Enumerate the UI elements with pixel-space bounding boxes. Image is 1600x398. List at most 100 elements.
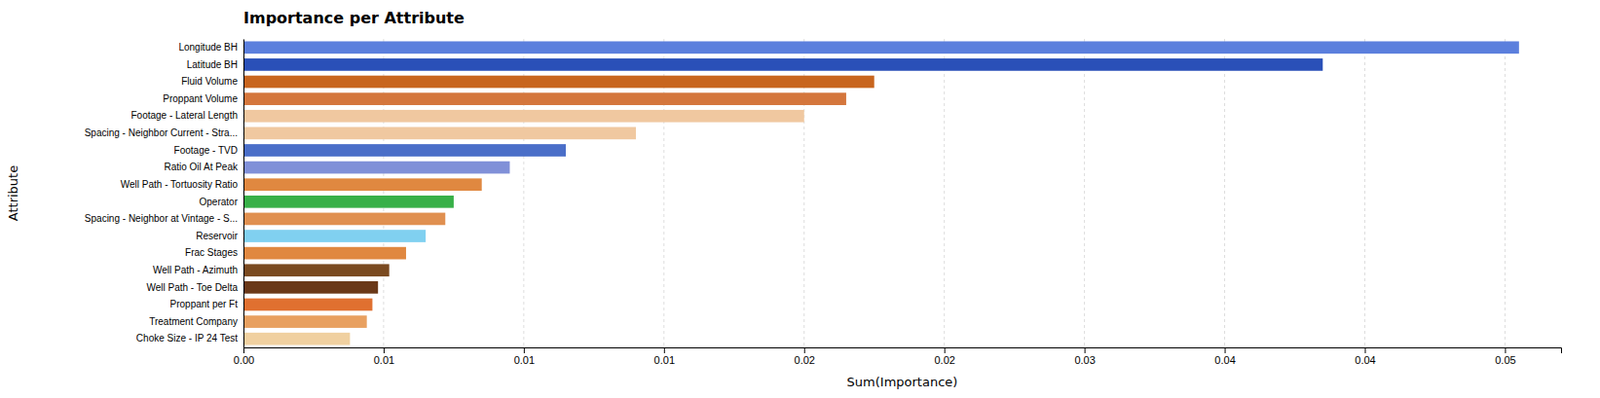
tick: Choke Size - IP 24 Test: [136, 333, 244, 344]
tick-mark: [383, 347, 385, 354]
bar: [243, 298, 373, 312]
bar: [243, 127, 636, 141]
tick-label: Spacing - Neighbor Current - Stra...: [84, 127, 238, 139]
tick-mark: [944, 347, 946, 354]
bar: [243, 144, 566, 157]
tick: 0.04: [1214, 347, 1235, 367]
tick-label: Ratio Oil At Peak: [163, 161, 239, 173]
tick: 0.02: [933, 347, 955, 367]
plot-area: 0.00 0.01 0.01 0.01 0.02 0.02 0.03 0.04 0.04 0.05…: [84, 38, 1563, 367]
tick-label: Reservoir: [195, 230, 238, 242]
tick: 0.05: [1494, 347, 1516, 367]
grid-line: [1224, 38, 1226, 348]
tick: Treatment Company: [148, 316, 244, 328]
tick-label: Well Path - Toe Delta: [146, 282, 238, 294]
tick-label: 0.04: [1354, 354, 1376, 367]
bar: [243, 110, 805, 123]
bar: [243, 58, 1323, 72]
tick: Frac Stages: [185, 247, 244, 259]
axis-line: [244, 348, 1563, 355]
tick-label: 0.00: [233, 354, 255, 367]
grid-line: [943, 38, 945, 348]
bar: [243, 281, 378, 295]
grid: [243, 38, 1505, 348]
x-axis: 0.00 0.01 0.01 0.01 0.02 0.02 0.03 0.04 0.04 0.05: [233, 347, 1563, 367]
tick-label: 0.02: [933, 354, 955, 367]
chart: 0.00 0.01 0.01 0.01 0.02 0.02 0.03 0.04 0.04 0.05…: [0, 0, 1600, 398]
tick-label: Operator: [199, 196, 239, 208]
tick-label: Treatment Company: [148, 316, 238, 328]
tick-label: 0.05: [1494, 354, 1516, 367]
tick: 0.04: [1354, 347, 1376, 367]
bar: [243, 263, 390, 277]
grid-line: [1504, 38, 1506, 348]
tick: Footage - Lateral Length: [130, 110, 244, 121]
tick: 0.01: [514, 347, 535, 367]
bar: [243, 247, 407, 261]
bar: [243, 178, 483, 191]
tick: Spacing - Neighbor Current - Stra...: [84, 127, 244, 139]
bar: [243, 333, 350, 346]
tick: 0.02: [794, 347, 816, 367]
tick: Operator: [199, 196, 244, 208]
grid-line: [1083, 38, 1085, 348]
tick: 0.03: [1074, 347, 1095, 367]
tick-label: Footage - Lateral Length: [130, 110, 238, 121]
bar: [243, 161, 510, 175]
tick-mark: [664, 347, 666, 354]
tick: 0.01: [654, 347, 675, 367]
tick-mark: [243, 347, 245, 354]
tick: Proppant per Ft: [170, 298, 244, 310]
tick: Longitude BH: [178, 41, 244, 53]
tick-mark: [1364, 347, 1366, 354]
tick-mark: [1084, 347, 1086, 354]
grid-line: [1364, 38, 1366, 348]
tick: 0.01: [373, 347, 395, 367]
tick-label: Well Path - Tortuosity Ratio: [120, 179, 239, 190]
y-axis-title: Attribute: [5, 165, 21, 222]
title: Importance per Attribute: [243, 8, 465, 28]
tick-label: Proppant Volume: [162, 93, 238, 105]
bar: [243, 315, 368, 329]
bar: [243, 40, 1520, 54]
tick-label: Latitude BH: [186, 59, 238, 71]
grid-line: [243, 38, 245, 348]
tick: Ratio Oil At Peak: [163, 161, 244, 173]
tick-mark: [1225, 347, 1227, 354]
bar: [243, 195, 454, 209]
tick: Latitude BH: [186, 59, 244, 71]
tick-label: Well Path - Azimuth: [152, 264, 238, 276]
tick-label: Footage - TVD: [174, 145, 238, 156]
tick-label: Choke Size - IP 24 Test: [136, 333, 238, 344]
tick: Well Path - Tortuosity Ratio: [120, 179, 244, 190]
tick-label: Proppant per Ft: [170, 298, 239, 310]
tick-label: 0.01: [373, 354, 395, 367]
bar: [243, 229, 426, 243]
y-axis: Choke Size - IP 24 Test Treatment Company…: [84, 39, 245, 349]
tick: 0.00: [233, 347, 255, 367]
bar: [243, 75, 875, 89]
tick: Proppant Volume: [162, 93, 244, 105]
tick: Fluid Volume: [181, 75, 244, 87]
tick-label: 0.01: [514, 354, 535, 367]
tick-mark: [804, 347, 806, 354]
tick: Spacing - Neighbor at Vintage - S...: [84, 213, 244, 224]
bar: [243, 213, 446, 226]
bars: [243, 40, 1520, 345]
axis-line: [243, 39, 245, 349]
tick-label: Spacing - Neighbor at Vintage - S...: [84, 213, 238, 224]
tick-label: 0.03: [1074, 354, 1095, 367]
tick-label: Frac Stages: [185, 247, 238, 259]
bar: [243, 92, 847, 106]
tick: Footage - TVD: [174, 145, 244, 156]
tick-label: Fluid Volume: [181, 75, 238, 87]
tick-mark: [1504, 347, 1506, 354]
tick-label: Longitude BH: [178, 41, 238, 53]
tick-label: 0.01: [654, 354, 675, 367]
x-axis-title: Sum(Importance): [847, 374, 959, 390]
tick: Well Path - Azimuth: [152, 264, 244, 276]
tick-label: 0.04: [1214, 354, 1235, 367]
tick: Reservoir: [195, 230, 244, 242]
tick-mark: [523, 347, 525, 354]
tick-label: 0.02: [794, 354, 816, 367]
